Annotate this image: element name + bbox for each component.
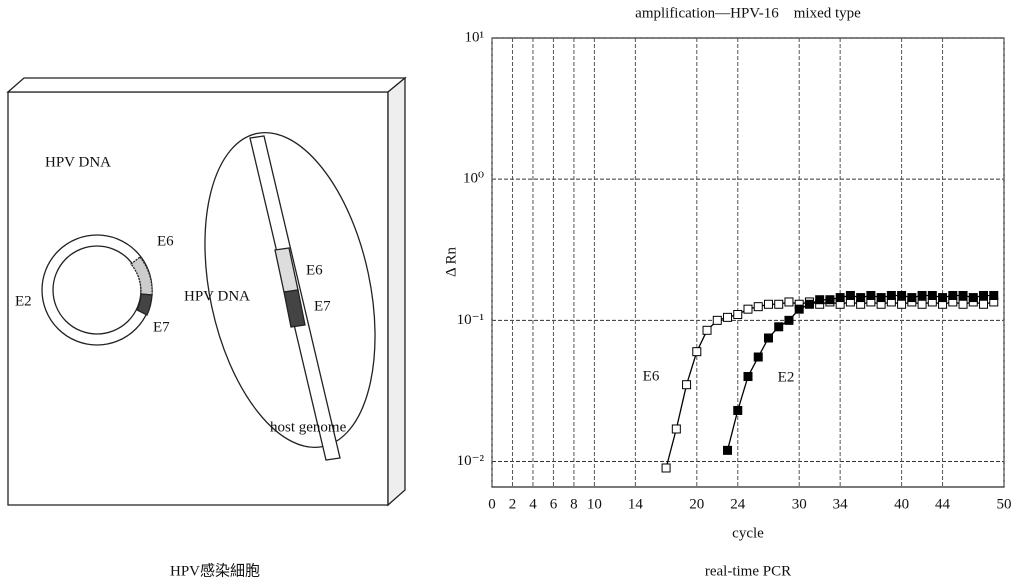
data-point [743, 304, 753, 314]
y-axis-label: Δ Rn [443, 246, 459, 277]
data-point [723, 312, 733, 322]
data-point [927, 290, 937, 300]
series-label: E6 [643, 368, 660, 384]
data-point [733, 310, 743, 320]
data-point [866, 290, 876, 300]
data-point [774, 322, 784, 332]
y-tick-label: 10⁻² [457, 453, 485, 469]
data-point [784, 297, 794, 307]
data-point [794, 304, 804, 314]
data-point [702, 325, 712, 335]
data-point [897, 290, 907, 300]
circle-label: HPV DNA [45, 154, 111, 170]
gene-label: E7 [314, 298, 331, 314]
y-tick-label: 10⁻¹ [457, 312, 484, 328]
series-label-bg [775, 369, 797, 386]
gene-label: E6 [306, 262, 323, 278]
data-point [661, 463, 671, 473]
data-point [682, 380, 692, 390]
data-point [825, 295, 835, 305]
x-tick-label: 44 [935, 496, 951, 512]
data-point [948, 290, 958, 300]
data-point [743, 372, 753, 382]
data-point [733, 405, 743, 415]
y-tick-label: 10⁰ [463, 171, 484, 187]
data-point [692, 347, 702, 357]
integrated-e7 [283, 289, 306, 328]
series-line [726, 294, 994, 451]
data-point [876, 293, 886, 303]
data-point [753, 302, 763, 312]
data-point [968, 293, 978, 303]
plot-frame [491, 37, 1005, 488]
x-tick-label: 50 [997, 496, 1012, 512]
data-point [856, 293, 866, 303]
data-point [784, 315, 794, 325]
series-line [665, 301, 994, 469]
data-point [804, 299, 814, 309]
x-axis-label: cycle [732, 525, 764, 541]
data-point [917, 290, 927, 300]
x-tick-label: 2 [509, 496, 517, 512]
diagram-caption: HPV感染細胞 [170, 562, 260, 579]
x-tick-label: 4 [529, 496, 537, 512]
e7-region [136, 293, 153, 316]
data-point [917, 299, 927, 309]
gene-label: E7 [153, 319, 170, 335]
x-tick-label: 40 [894, 496, 909, 512]
x-tick-label: 10 [587, 496, 602, 512]
integrated-label: HPV DNA [184, 288, 250, 304]
data-point [671, 424, 681, 434]
data-point [712, 315, 722, 325]
data-point [763, 333, 773, 343]
y-tick-label: 10¹ [465, 29, 485, 45]
chart-title: amplification—HPV-16 mixed type [635, 5, 861, 21]
data-point [886, 290, 896, 300]
x-tick-label: 34 [833, 496, 849, 512]
data-point [897, 299, 907, 309]
data-point [753, 352, 763, 362]
data-point [907, 293, 917, 303]
x-tick-label: 24 [730, 496, 746, 512]
data-point [979, 299, 989, 309]
data-point [835, 293, 845, 303]
data-point [958, 299, 968, 309]
data-point [938, 293, 948, 303]
host-label: host genome [270, 419, 347, 435]
x-tick-label: 8 [570, 496, 578, 512]
cell-top [6, 77, 407, 93]
data-point [774, 299, 784, 309]
cell-diagram: HPV DNA E6 E7 E2 HPV DNA E6 E7 host geno… [6, 76, 407, 507]
x-tick-label: 20 [689, 496, 704, 512]
data-point [989, 290, 999, 300]
gene-label: E6 [157, 233, 174, 249]
data-point [815, 295, 825, 305]
data-point [958, 290, 968, 300]
series-label-bg [640, 368, 662, 385]
x-tick-label: 14 [628, 496, 644, 512]
data-point [979, 290, 989, 300]
x-tick-label: 0 [488, 496, 496, 512]
series-label: E2 [778, 369, 795, 385]
data-point [845, 290, 855, 300]
x-tick-label: 30 [792, 496, 807, 512]
data-point [763, 299, 773, 309]
chart-caption: real-time PCR [705, 563, 791, 579]
gene-label: E2 [15, 293, 32, 309]
x-tick-label: 6 [550, 496, 558, 512]
cell-side [387, 76, 406, 507]
data-point [723, 445, 733, 455]
